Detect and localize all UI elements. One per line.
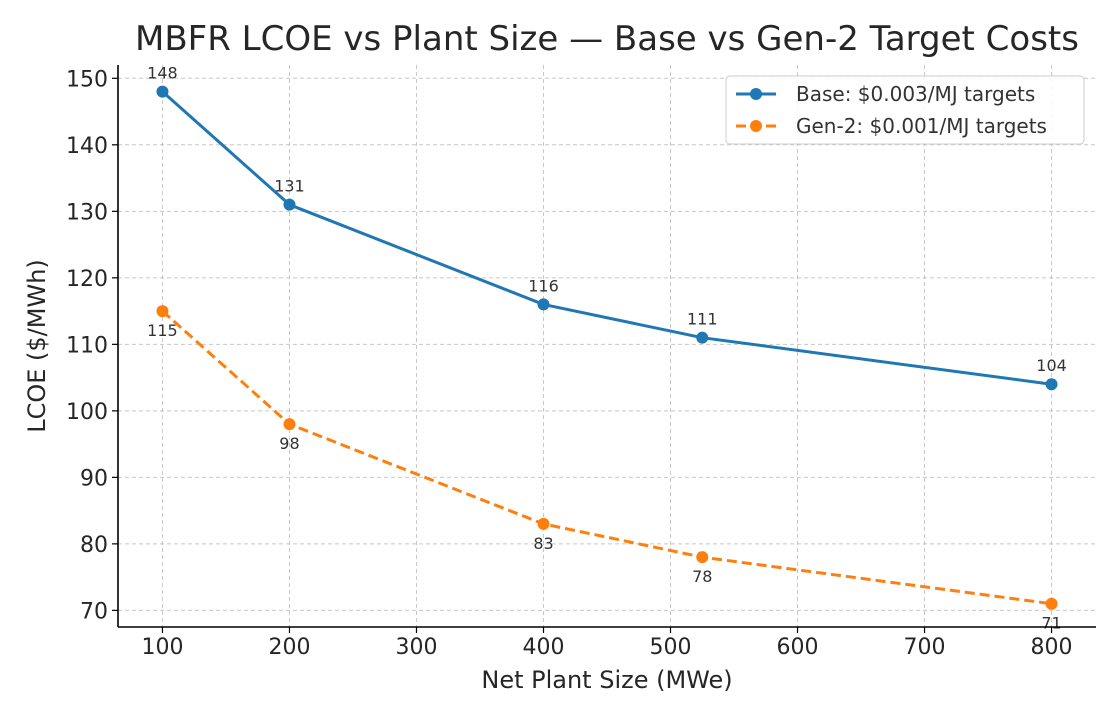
data-label: 115 xyxy=(147,321,178,340)
legend-marker xyxy=(750,120,762,132)
x-tick-label: 600 xyxy=(777,635,819,660)
y-tick-label: 110 xyxy=(66,333,108,358)
legend-marker xyxy=(750,88,762,100)
data-point xyxy=(156,305,169,318)
y-tick-label: 130 xyxy=(66,200,108,225)
data-label: 148 xyxy=(147,64,178,83)
data-label: 111 xyxy=(687,310,718,329)
data-point xyxy=(1045,597,1058,610)
y-tick-label: 90 xyxy=(80,466,108,491)
data-label: 78 xyxy=(692,567,712,586)
y-tick-label: 140 xyxy=(66,134,108,159)
legend-label: Base: $0.003/MJ targets xyxy=(796,82,1035,106)
y-tick-label: 150 xyxy=(66,67,108,92)
data-label: 116 xyxy=(528,276,559,295)
data-point xyxy=(1045,378,1058,391)
grid-layer xyxy=(118,65,1096,627)
chart-title: MBFR LCOE vs Plant Size — Base vs Gen-2 … xyxy=(135,19,1079,59)
data-point xyxy=(283,418,296,431)
data-label: 104 xyxy=(1036,356,1067,375)
x-tick-label: 500 xyxy=(650,635,692,660)
legend-box xyxy=(725,75,1085,145)
data-point xyxy=(537,517,550,530)
x-tick-label: 400 xyxy=(522,635,564,660)
data-point xyxy=(696,551,709,564)
legend-label: Gen-2: $0.001/MJ targets xyxy=(796,114,1047,138)
data-point xyxy=(696,331,709,344)
data-label: 131 xyxy=(274,177,305,196)
series-layer: 148 131 116 111 104 115 98 83 78 71 xyxy=(147,64,1067,633)
x-tick-label: 800 xyxy=(1031,635,1073,660)
y-tick-label: 80 xyxy=(80,533,108,558)
data-label: 83 xyxy=(533,534,553,553)
axes-layer: 100 200 300 400 500 600 700 800 70 80 90 100 110 120 1… xyxy=(66,65,1096,660)
x-tick-label: 700 xyxy=(904,635,946,660)
series-2: 115 98 83 78 71 xyxy=(147,305,1062,633)
x-tick-label: 200 xyxy=(268,635,310,660)
y-tick-label: 70 xyxy=(80,599,108,624)
x-tick-label: 100 xyxy=(141,635,183,660)
series-line xyxy=(161,309,1052,606)
y-tick-label: 100 xyxy=(66,400,108,425)
data-point xyxy=(283,198,296,211)
x-tick-label: 300 xyxy=(395,635,437,660)
data-point xyxy=(156,85,169,98)
series-1: 148 131 116 111 104 xyxy=(147,64,1067,391)
legend: Base: $0.003/MJ targets Gen-2: $0.001/MJ … xyxy=(725,75,1085,145)
y-tick-label: 120 xyxy=(66,267,108,292)
data-label: 71 xyxy=(1041,614,1061,633)
data-point xyxy=(537,298,550,311)
data-label: 98 xyxy=(279,434,299,453)
x-axis-label: Net Plant Size (MWe) xyxy=(481,666,732,694)
y-axis-label: LCOE ($/MWh) xyxy=(23,259,51,433)
